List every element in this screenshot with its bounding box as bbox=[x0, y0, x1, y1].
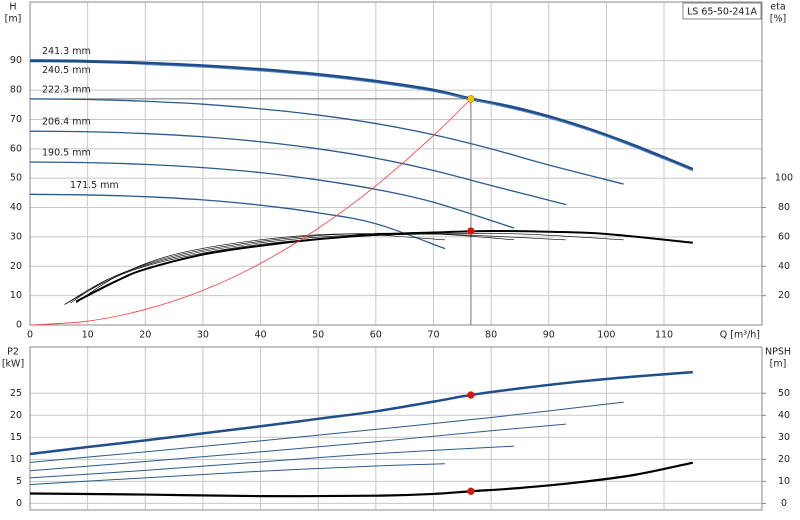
curve bbox=[29, 463, 446, 485]
curve-label: 241.3 mm bbox=[42, 46, 91, 57]
y2-axis-unit: [%] bbox=[770, 14, 786, 25]
curve bbox=[75, 230, 693, 303]
x-tick-label: 100 bbox=[597, 330, 615, 341]
y-tick-label: 25 bbox=[10, 388, 22, 399]
operating-point bbox=[467, 391, 475, 399]
y2-tick-label: 20 bbox=[778, 290, 790, 301]
x-tick-label: 110 bbox=[655, 330, 673, 341]
curve bbox=[29, 161, 515, 229]
x-tick-label: 60 bbox=[370, 330, 382, 341]
plot-frame bbox=[29, 1, 763, 326]
operating-point bbox=[467, 227, 475, 235]
y-tick-label: 5 bbox=[16, 476, 22, 487]
y2-tick-label: 100 bbox=[775, 173, 793, 184]
y2-axis-label: eta bbox=[770, 2, 785, 13]
y2-tick-label: 0 bbox=[781, 498, 787, 509]
y2-tick-label: 60 bbox=[778, 231, 790, 242]
x-tick-label: 50 bbox=[312, 330, 324, 341]
y-axis-label: H bbox=[9, 2, 16, 13]
x-tick-label: 70 bbox=[427, 330, 439, 341]
y2-tick-label: 20 bbox=[778, 454, 790, 465]
x-tick-label: 0 bbox=[27, 330, 33, 341]
curve bbox=[29, 193, 446, 250]
y-tick-label: 80 bbox=[10, 85, 22, 96]
x-tick-label: 40 bbox=[255, 330, 267, 341]
x-tick-label: 20 bbox=[139, 330, 151, 341]
plot-frame bbox=[29, 346, 763, 511]
chart-title: LS 65-50-241A bbox=[687, 7, 758, 18]
y-tick-label: 0 bbox=[16, 498, 22, 509]
y-tick-label: 10 bbox=[10, 454, 22, 465]
y2-axis-unit: [m] bbox=[770, 359, 787, 370]
x-tick-label: 90 bbox=[543, 330, 555, 341]
curve-label: 190.5 mm bbox=[42, 148, 91, 159]
curve bbox=[75, 233, 446, 304]
y-tick-label: 15 bbox=[10, 432, 22, 443]
y2-tick-label: 40 bbox=[778, 261, 790, 272]
y-axis-unit: [m] bbox=[5, 14, 22, 25]
y-tick-label: 50 bbox=[10, 173, 22, 184]
y-tick-label: 20 bbox=[10, 410, 22, 421]
curve bbox=[29, 130, 567, 206]
y-axis-unit: [kW] bbox=[2, 359, 24, 370]
operating-point bbox=[467, 487, 475, 496]
curve-label: 206.4 mm bbox=[42, 117, 91, 128]
operating-point bbox=[467, 95, 475, 103]
curve bbox=[64, 233, 624, 305]
x-tick-label: 30 bbox=[197, 330, 209, 341]
curve bbox=[29, 401, 624, 463]
y-tick-label: 20 bbox=[10, 261, 22, 272]
curve bbox=[70, 232, 515, 304]
x-tick-label: 10 bbox=[82, 330, 94, 341]
curve-label: 222.3 mm bbox=[42, 84, 91, 95]
x-tick-label: 80 bbox=[485, 330, 497, 341]
y2-tick-label: 30 bbox=[778, 432, 790, 443]
curve bbox=[29, 98, 472, 326]
y-tick-label: 60 bbox=[10, 143, 22, 154]
y-tick-label: 90 bbox=[10, 55, 22, 66]
y-tick-label: 30 bbox=[10, 231, 22, 242]
curve bbox=[29, 370, 693, 456]
curve bbox=[29, 98, 624, 185]
y-tick-label: 10 bbox=[10, 290, 22, 301]
y2-tick-label: 50 bbox=[778, 388, 790, 399]
curve bbox=[145, 64, 694, 172]
curve bbox=[29, 59, 694, 171]
curve-label: 171.5 mm bbox=[70, 180, 119, 191]
y-axis-label: P2 bbox=[7, 347, 19, 358]
y2-axis-label: NPSH bbox=[765, 347, 791, 358]
curve bbox=[29, 445, 515, 479]
y2-tick-label: 10 bbox=[778, 476, 790, 487]
y2-tick-label: 40 bbox=[778, 410, 790, 421]
y-tick-label: 70 bbox=[10, 114, 22, 125]
curve bbox=[29, 461, 694, 498]
curve bbox=[29, 423, 567, 472]
title-box bbox=[682, 2, 762, 20]
y-tick-label: 40 bbox=[10, 202, 22, 213]
y2-tick-label: 80 bbox=[778, 202, 790, 213]
curve-label: 240.5 mm bbox=[42, 65, 91, 76]
x-axis-label: Q [m³/h] bbox=[720, 330, 760, 341]
y-tick-label: 0 bbox=[16, 320, 22, 331]
